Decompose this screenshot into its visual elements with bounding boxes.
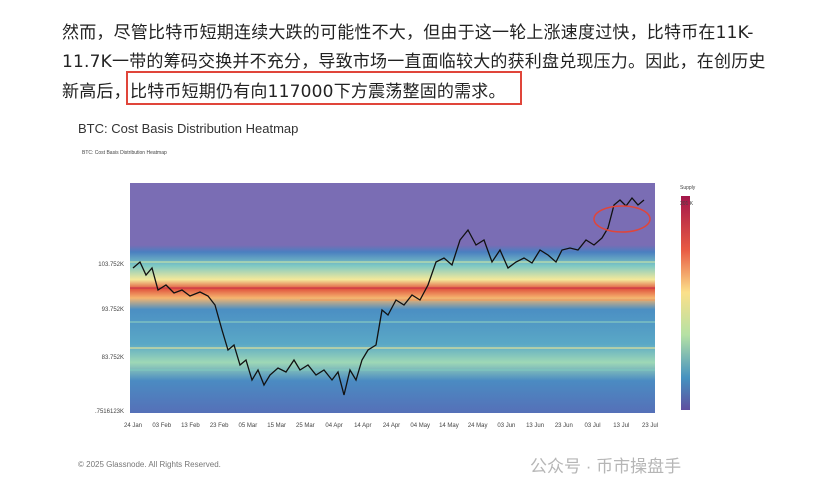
y-tick-label: 103.752K xyxy=(98,262,124,268)
x-tick-label: 15 Mar xyxy=(267,423,286,429)
figure-title: BTC: Cost Basis Distribution Heatmap xyxy=(78,121,298,136)
watermark: 公众号 · 币市操盘手 xyxy=(530,457,681,476)
heatmap-stripes xyxy=(130,261,655,371)
x-tick-label: 23 Jul xyxy=(642,423,658,429)
x-tick-label: 13 Jul xyxy=(613,423,629,429)
x-tick-label: 03 Feb xyxy=(152,423,171,429)
x-tick-label: 24 Apr xyxy=(383,423,400,429)
y-tick-label: .7516123K xyxy=(95,409,124,415)
x-tick-label: 24 Jan xyxy=(124,423,142,429)
x-tick-label: 05 Mar xyxy=(239,423,258,429)
x-tick-label: 23 Jun xyxy=(555,423,573,429)
x-tick-label: 04 May xyxy=(410,423,430,429)
y-tick-label: 93.752K xyxy=(102,307,124,313)
x-tick-label: 24 May xyxy=(468,423,488,429)
x-tick-label: 13 Jun xyxy=(526,423,544,429)
x-tick-label: 14 Apr xyxy=(354,423,371,429)
colorbar-max: 201 K xyxy=(680,201,694,207)
colorbar-title: Supply xyxy=(680,185,696,191)
x-tick-label: 04 Apr xyxy=(325,423,342,429)
colorbar xyxy=(681,196,690,410)
figure-legend: BTC: Cost Basis Distribution Heatmap xyxy=(82,150,167,156)
article-line: 然而，尽管比特币短期连续大跌的可能性不大，但由于这一轮上涨速度过快，比特币在11… xyxy=(62,23,754,43)
x-tick-label: 03 Jun xyxy=(497,423,515,429)
x-tick-label: 13 Feb xyxy=(181,423,200,429)
heatmap xyxy=(130,183,655,413)
highlight-box xyxy=(126,71,522,105)
article-line: 11.7K一带的筹码交换并不充分，导致市场一直面临较大的获利盘兑现压力。因此，在… xyxy=(62,52,766,72)
copyright: © 2025 Glassnode. All Rights Reserved. xyxy=(78,460,221,469)
x-tick-label: 23 Feb xyxy=(210,423,229,429)
price-line xyxy=(132,196,645,396)
article-line: 新高后， xyxy=(62,82,131,102)
annotation-ellipse xyxy=(593,205,651,233)
x-tick-label: 25 Mar xyxy=(296,423,315,429)
y-tick-label: 83.752K xyxy=(102,355,124,361)
highlight-text: 比特币短期仍有向117000下方震荡整固的需求。 xyxy=(130,82,506,102)
x-tick-label: 14 May xyxy=(439,423,459,429)
x-tick-label: 03 Jul xyxy=(585,423,601,429)
